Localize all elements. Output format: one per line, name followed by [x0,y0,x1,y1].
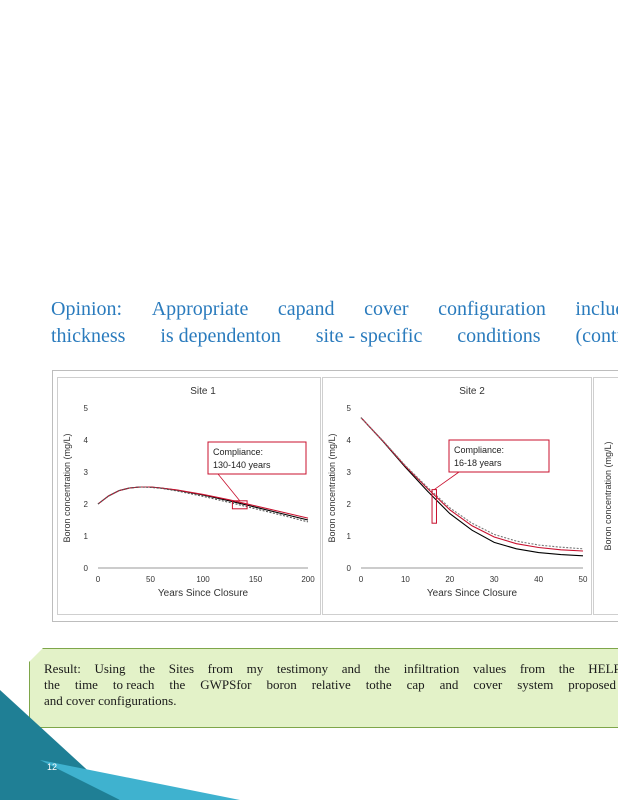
y-tick-label: 1 [84,532,89,541]
result-word: testimony [276,661,329,676]
result-word: cover [473,677,503,692]
y-tick-label: 3 [347,468,352,477]
result-word: the [169,677,186,692]
result-word: relative [311,677,351,692]
series-line [360,417,584,557]
chart-title: Site 2 [459,386,485,397]
heading-word: including [575,298,618,320]
result-word: values [472,661,507,676]
result-word: and [341,661,361,676]
result-word: time [74,677,98,692]
annotation-text: Compliance: [213,447,263,457]
result-word: system [517,677,554,692]
result-word: boron [266,677,297,692]
annotation-text: Compliance: [454,445,504,455]
result-word: the [139,661,156,676]
heading-word: site - specific [315,325,423,347]
corner-decoration [0,690,240,800]
annotation-text: 130-140 years [213,460,271,470]
annotation-text: 16-18 years [454,458,502,468]
heading-word: configuration [438,298,546,320]
series-line [360,417,584,550]
result-word: and [439,677,459,692]
site-3-panel: Boron concentration (mg/L) [593,377,618,615]
heading-word: Opinion: [51,298,123,320]
y-axis-label: Boron concentration (mg/L) [327,433,337,542]
site-1-chart: Site 1 0 50 100 150 200 0 1 2 3 4 5 Years Since Clos… [62,386,315,599]
x-tick-label: 10 [401,575,410,584]
x-tick-label: 0 [96,575,101,584]
result-word: Using [94,661,126,676]
result-word: my [246,661,264,676]
slide-heading: Opinion: Appropriate capand cover config… [51,296,618,350]
y-tick-label: 2 [84,500,89,509]
series-line [97,486,309,521]
result-word: HELPmod [588,661,618,676]
annotation-box [448,439,550,473]
x-tick-label: 40 [534,575,543,584]
chart-figure: Site 1 0 50 100 150 200 0 1 2 3 4 5 Years Since Clos… [52,370,618,622]
heading-word: Appropriate [151,298,249,320]
heading-word: (continue [575,325,618,347]
result-word: Result: [44,661,81,676]
x-tick-label: 100 [196,575,210,584]
result-word: from [207,661,233,676]
y-tick-label: 2 [347,500,352,509]
result-word: proposed [568,677,616,692]
result-word: the [44,677,60,692]
chart-title: Site 1 [190,386,216,397]
heading-word: cover [364,298,409,320]
y-tick-label: 5 [347,404,352,413]
result-word: cap [406,677,425,692]
y-tick-label: 0 [84,564,89,573]
result-word: tothe [365,677,392,692]
x-tick-label: 20 [445,575,454,584]
heading-word: thickness [51,325,126,347]
heading-word: is dependenton [160,325,281,347]
result-word: Sites [168,661,195,676]
x-tick-label: 30 [490,575,499,584]
result-line-1: Result: Using the Sites from my testimon… [44,661,618,677]
x-axis-label: Years Since Closure [158,588,249,599]
y-tick-label: 1 [347,532,352,541]
heading-word: capand [277,298,335,320]
x-tick-label: 200 [301,575,315,584]
site-3-chart: Boron concentration (mg/L) [603,441,613,550]
site-2-chart: Site 2 0 10 20 30 40 50 0 1 2 3 4 5 Years Since Closu… [327,386,588,599]
y-tick-label: 3 [84,468,89,477]
x-tick-label: 50 [579,575,588,584]
series-line [97,486,309,523]
result-box: Result: Using the Sites from my testimon… [29,648,618,728]
heading-word: conditions [457,325,541,347]
heading-line-1: Opinion: Appropriate capand cover config… [51,296,618,323]
corner-shape-light [40,760,240,800]
y-tick-label: 4 [84,436,89,445]
annotation-leader [217,473,241,502]
x-tick-label: 50 [146,575,155,584]
x-axis-label: Years Since Closure [427,588,518,599]
x-tick-label: 150 [249,575,263,584]
result-line-3: and cover configurations. [44,693,177,708]
annotation-box [207,441,307,475]
site-1-panel: Site 1 0 50 100 150 200 0 1 2 3 4 5 Years Since Clos… [57,377,321,615]
y-tick-label: 4 [347,436,352,445]
site-3-ylabel: Boron concentration (mg/L) [603,441,613,550]
series-line [360,417,584,552]
x-tick-label: 0 [359,575,364,584]
result-word: the [558,661,575,676]
y-tick-label: 5 [84,404,89,413]
annotation-leader [434,471,460,490]
result-word: from [519,661,546,676]
result-text: Result: Using the Sites from my testimon… [44,661,618,709]
result-word: GWPSfor [200,677,252,692]
site-2-panel: Site 2 0 10 20 30 40 50 0 1 2 3 4 5 Years Since Closu… [322,377,592,615]
page-number: 12 [47,762,58,772]
heading-line-2: thickness is dependenton site - specific… [51,323,618,350]
result-word: the [374,661,391,676]
result-word: infiltration [403,661,460,676]
y-tick-label: 0 [347,564,352,573]
y-axis-label: Boron concentration (mg/L) [62,433,72,542]
result-word: to reach [112,677,155,692]
result-line-2: the time to reach the GWPSfor boron rela… [44,677,618,693]
